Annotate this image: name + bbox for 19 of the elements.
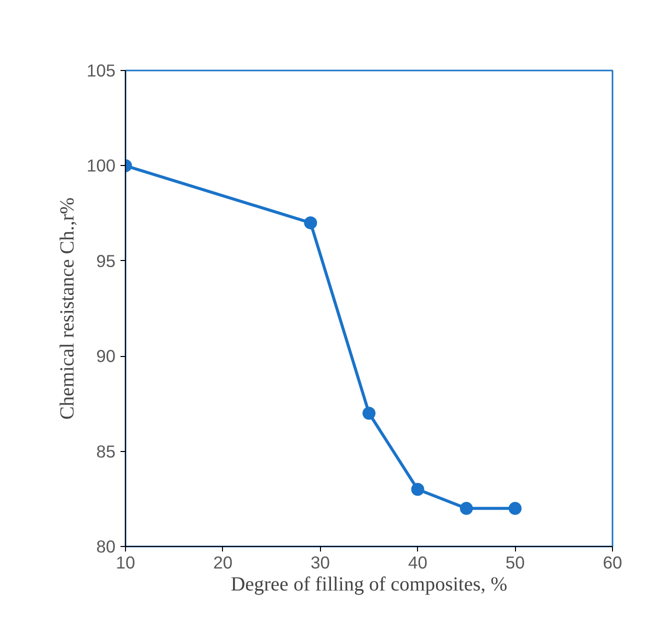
point bbox=[508, 502, 522, 515]
y-tick-label: 85 bbox=[96, 441, 116, 462]
x-axis-title: Degree of filling of composites, % bbox=[230, 574, 508, 596]
x-tick-label: 10 bbox=[116, 552, 136, 572]
y-tick-label: 100 bbox=[86, 156, 116, 176]
y-tick-label: 95 bbox=[96, 250, 116, 271]
x-tick-label: 60 bbox=[602, 552, 622, 572]
x-tick-label: 50 bbox=[505, 552, 525, 572]
point bbox=[460, 502, 473, 515]
point bbox=[411, 482, 424, 496]
x-tick-label: 40 bbox=[408, 552, 428, 572]
y-tick-label: 90 bbox=[96, 346, 116, 366]
x-tick-label: 30 bbox=[310, 552, 330, 572]
y-tick-label: 80 bbox=[96, 536, 116, 556]
point bbox=[304, 216, 318, 230]
point bbox=[362, 406, 376, 420]
y-axis-title: Chemical resistance Ch.,r% bbox=[56, 197, 79, 420]
x-tick-label: 20 bbox=[213, 552, 233, 572]
y-tick-label: 105 bbox=[86, 60, 116, 80]
